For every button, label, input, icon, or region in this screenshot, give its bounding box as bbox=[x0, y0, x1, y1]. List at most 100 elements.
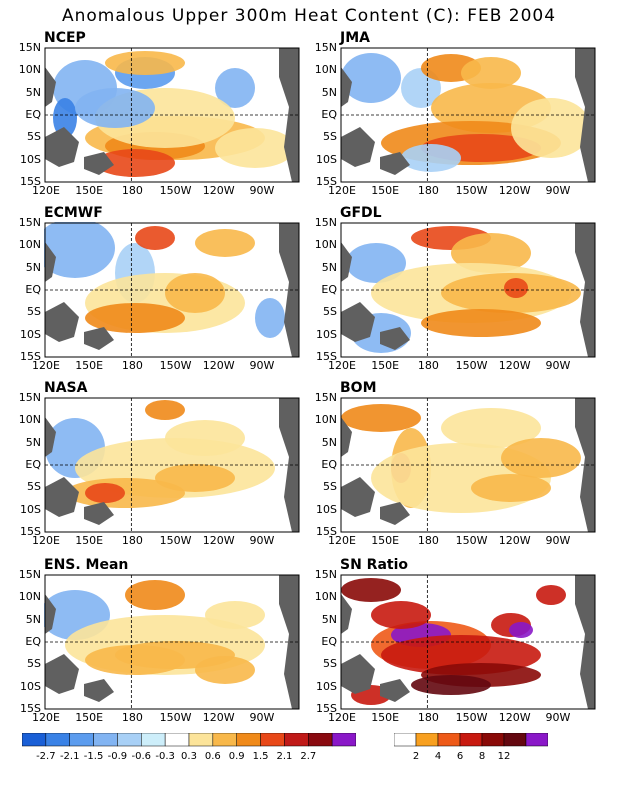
lat-tick-label: 15N bbox=[18, 391, 41, 404]
lon-tick-label: 120E bbox=[328, 359, 356, 372]
lat-tick-label: 5N bbox=[25, 85, 41, 99]
land-mass bbox=[575, 223, 595, 357]
lon-tick-label: 150W bbox=[159, 711, 192, 724]
colorbar-swatch bbox=[415, 733, 439, 747]
lon-tick-label: 180 bbox=[417, 359, 439, 372]
colorbar-swatch bbox=[236, 733, 261, 747]
contour-region bbox=[95, 149, 175, 177]
lon-tick-label: 120W bbox=[202, 711, 235, 724]
lon-tick-label: 180 bbox=[417, 711, 439, 724]
contour-region bbox=[341, 404, 421, 432]
lat-tick-label: 5S bbox=[27, 480, 41, 494]
colorbar-swatch bbox=[503, 733, 527, 747]
contour-region bbox=[504, 278, 528, 298]
contour-region bbox=[341, 53, 401, 103]
lon-tick-label: 150E bbox=[75, 534, 104, 547]
land-mass bbox=[45, 477, 79, 517]
land-mass bbox=[341, 302, 375, 342]
lon-tick-label: 120E bbox=[328, 534, 356, 547]
lat-tick-label: 10N bbox=[18, 63, 41, 77]
colorbar-swatch bbox=[188, 733, 214, 747]
map-panel bbox=[340, 574, 596, 710]
contour-region bbox=[461, 57, 521, 89]
contour-region bbox=[195, 656, 255, 684]
lon-tick-label: 90W bbox=[545, 711, 571, 724]
lon-tick-label: 120W bbox=[202, 184, 235, 197]
lat-tick-label: 15S bbox=[20, 525, 41, 538]
contour-region bbox=[195, 229, 255, 257]
map-panel bbox=[44, 222, 300, 358]
land-mass bbox=[575, 575, 595, 709]
lat-tick-label: 5S bbox=[323, 657, 337, 671]
lon-tick-label: 90W bbox=[545, 359, 571, 372]
contour-region bbox=[471, 474, 551, 502]
land-mass bbox=[341, 417, 352, 457]
panel-title: BOM bbox=[340, 380, 377, 396]
contour-region bbox=[346, 243, 406, 283]
land-mass bbox=[84, 679, 114, 702]
lat-tick-label: 15S bbox=[316, 350, 337, 363]
lon-tick-label: 180 bbox=[121, 359, 143, 372]
lon-tick-label: 150E bbox=[371, 711, 400, 724]
colorbar-tick-label: 2.7 bbox=[300, 751, 317, 762]
land-mass bbox=[45, 67, 56, 107]
lat-tick-label: EQ bbox=[25, 108, 41, 121]
colorbar-swatch bbox=[141, 733, 166, 747]
lon-tick-label: 90W bbox=[249, 359, 275, 372]
contour-region bbox=[341, 578, 401, 602]
panel-frame bbox=[340, 47, 596, 183]
panel-title: SN Ratio bbox=[340, 557, 409, 573]
contour-region bbox=[371, 601, 431, 629]
snr-colorbar bbox=[394, 733, 548, 747]
map-panel bbox=[340, 222, 596, 358]
colorbar-swatch bbox=[69, 733, 94, 747]
lat-tick-label: 10N bbox=[314, 413, 337, 427]
lat-tick-label: 15S bbox=[20, 175, 41, 188]
lat-tick-label: 5S bbox=[323, 480, 337, 494]
land-mass bbox=[380, 502, 410, 525]
colorbar-tick-label: -0.3 bbox=[155, 751, 175, 762]
land-mass bbox=[45, 302, 79, 342]
colorbar-tick-label: -0.9 bbox=[107, 751, 128, 762]
lat-tick-label: 10N bbox=[314, 238, 337, 252]
panel-title: JMA bbox=[340, 30, 370, 46]
contour-region bbox=[105, 51, 185, 75]
contour-region bbox=[411, 675, 491, 695]
lon-tick-label: 120W bbox=[202, 359, 235, 372]
lat-tick-label: 15N bbox=[314, 41, 337, 54]
land-mass bbox=[45, 242, 56, 282]
lat-tick-label: 10S bbox=[316, 502, 337, 516]
land-mass bbox=[575, 398, 595, 532]
panel-frame bbox=[44, 574, 300, 710]
lat-tick-label: 5N bbox=[321, 612, 337, 626]
contour-region bbox=[401, 144, 461, 172]
colorbar-tick-label: 0.9 bbox=[228, 751, 245, 762]
lat-tick-label: 15S bbox=[316, 175, 337, 188]
colorbar-tick-label: 4 bbox=[434, 751, 442, 762]
colorbar-tick-label: -0.6 bbox=[131, 751, 152, 762]
contour-region bbox=[75, 88, 155, 128]
colorbar-swatch bbox=[481, 733, 505, 747]
contour-region bbox=[135, 226, 175, 250]
panel-frame bbox=[340, 222, 596, 358]
panel-title: NCEP bbox=[44, 30, 86, 46]
lon-tick-label: 150E bbox=[75, 184, 104, 197]
lon-tick-label: 150W bbox=[455, 534, 488, 547]
land-mass bbox=[380, 327, 410, 350]
lat-tick-label: 10N bbox=[18, 413, 41, 427]
panel-frame bbox=[44, 222, 300, 358]
lat-tick-label: 5S bbox=[27, 657, 41, 671]
colorbar-swatch bbox=[164, 733, 190, 747]
land-mass bbox=[279, 398, 299, 532]
colorbar-swatch bbox=[284, 733, 309, 747]
colorbar-tick-label: 12 bbox=[497, 751, 511, 762]
map-panel bbox=[340, 397, 596, 533]
lat-tick-label: 10N bbox=[18, 590, 41, 604]
lat-tick-label: 5N bbox=[25, 260, 41, 274]
lon-tick-label: 120W bbox=[498, 359, 531, 372]
land-mass bbox=[341, 67, 352, 107]
land-mass bbox=[45, 417, 56, 457]
lat-tick-label: 10N bbox=[314, 63, 337, 77]
land-mass bbox=[380, 152, 410, 175]
colorbar-tick-label: 0.3 bbox=[181, 751, 197, 762]
